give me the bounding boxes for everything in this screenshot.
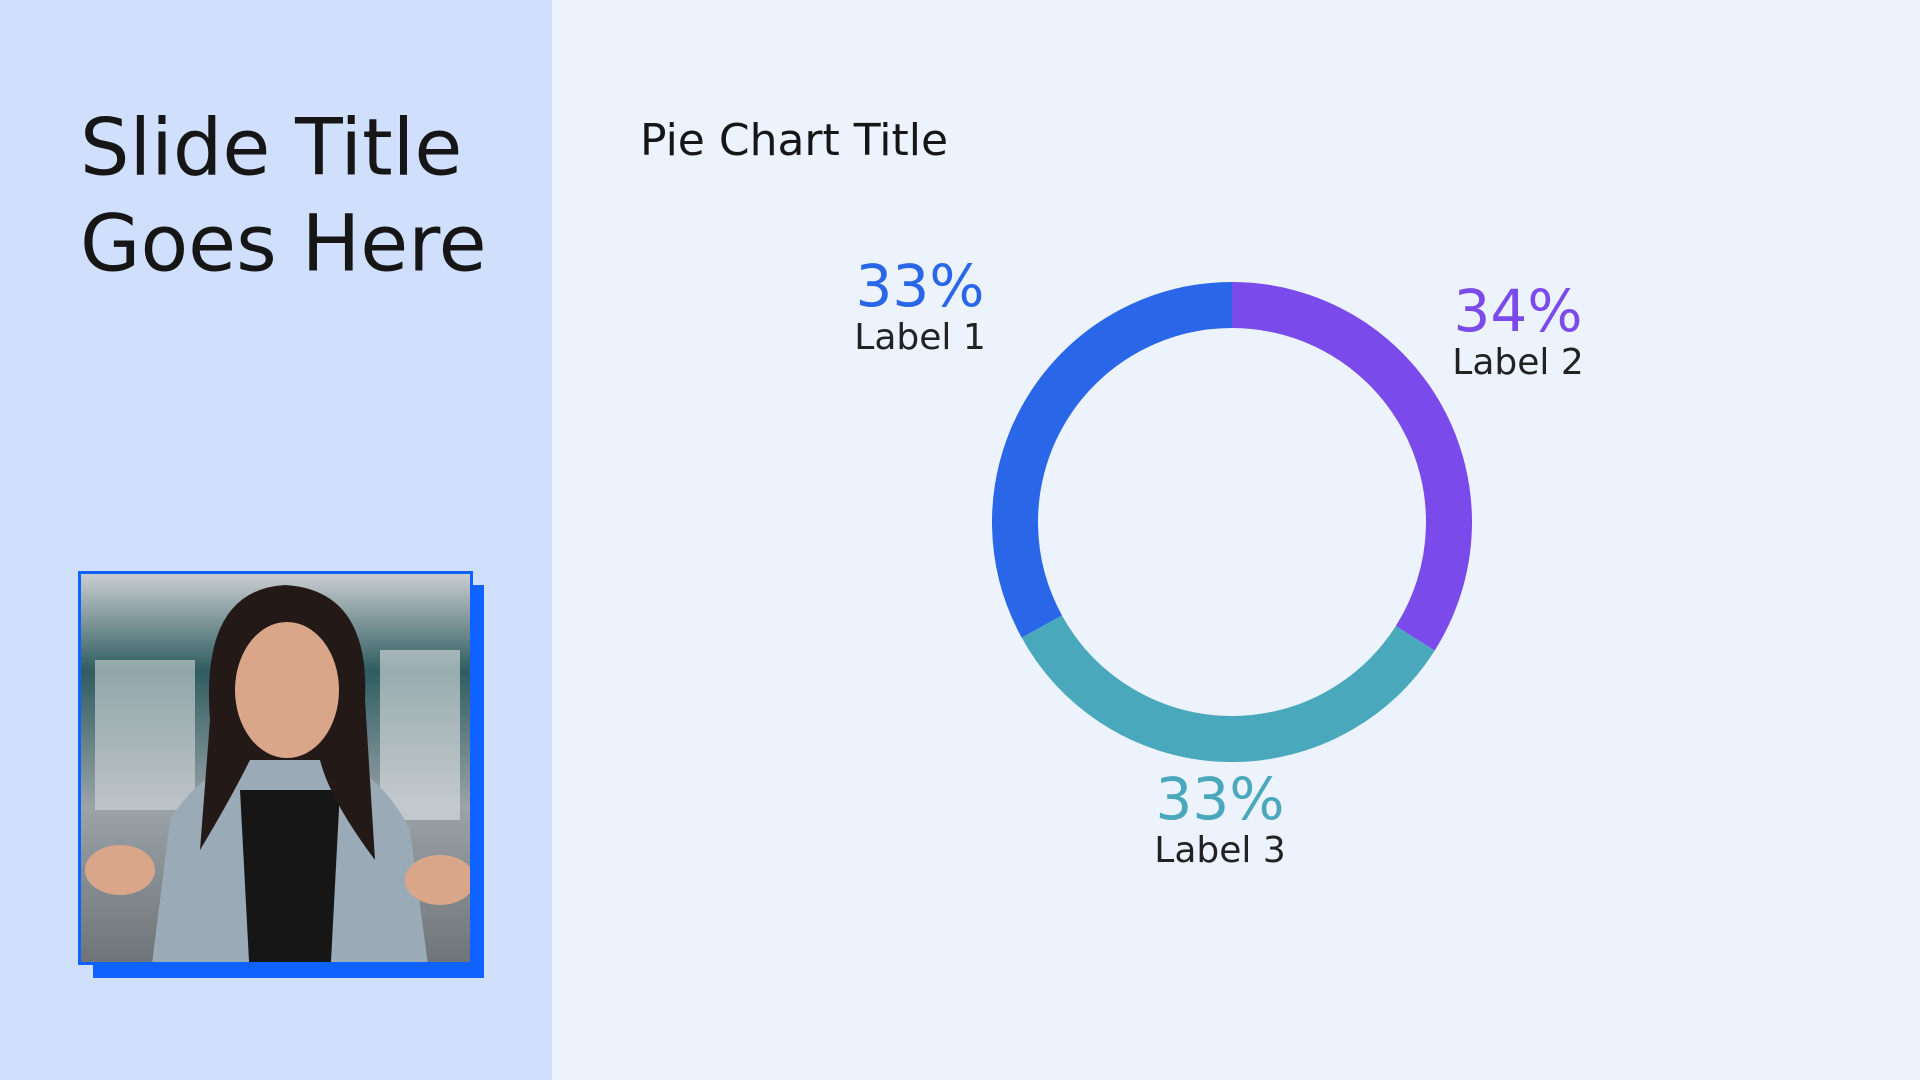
chart-title: Pie Chart Title — [640, 115, 948, 166]
slide-title-line: Slide Title — [80, 103, 462, 193]
slide-title-line: Goes Here — [80, 199, 487, 289]
category-label: Label 3 — [1154, 830, 1285, 871]
photo-shelf — [380, 650, 460, 820]
photo — [78, 571, 484, 978]
donut-slice — [992, 282, 1233, 638]
category-label: Label 2 — [1452, 342, 1583, 383]
donut-chart: 33%Label 1 34%Label 233%Label 3 — [854, 252, 1583, 871]
photo-shelf — [95, 660, 195, 810]
category-label: Label 1 — [854, 317, 985, 358]
photo-hand — [85, 845, 155, 895]
donut-slice — [1021, 615, 1435, 762]
photo-hand — [405, 855, 470, 905]
value-label: 33% — [856, 252, 985, 320]
photo-face — [235, 622, 339, 758]
value-label: 33% — [1156, 765, 1285, 833]
photo-shirt — [240, 790, 340, 962]
donut-slice — [1231, 282, 1472, 651]
value-label: 34% — [1454, 277, 1583, 345]
